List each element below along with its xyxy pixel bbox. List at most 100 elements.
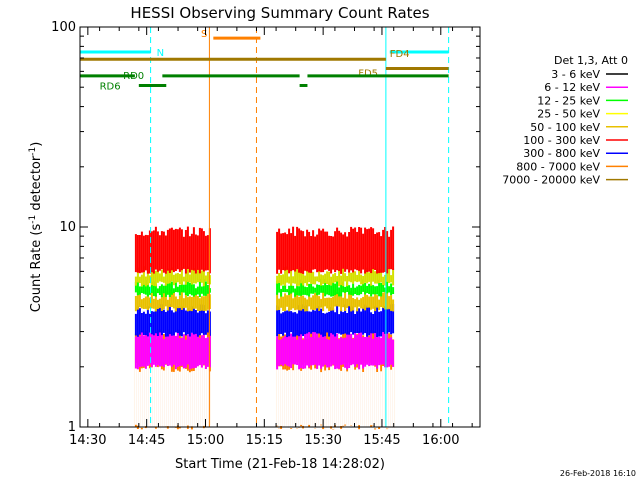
band-1-5 bbox=[284, 285, 287, 293]
band-0-2 bbox=[184, 339, 187, 368]
band-1-3 bbox=[316, 308, 319, 334]
band-1-7 bbox=[358, 227, 361, 271]
band-1-1 bbox=[372, 364, 375, 426]
band-1-3 bbox=[372, 314, 375, 334]
band-1-2 bbox=[354, 330, 357, 367]
band-1-2 bbox=[340, 337, 343, 366]
band-1-7 bbox=[360, 227, 363, 274]
band-0-2 bbox=[186, 334, 189, 365]
band-1-1 bbox=[278, 366, 281, 429]
band-1-5 bbox=[350, 287, 353, 295]
band-0-2 bbox=[176, 329, 179, 367]
band-0-7 bbox=[162, 231, 165, 273]
band-0-5 bbox=[196, 286, 199, 295]
band-0-7 bbox=[136, 235, 139, 273]
band-0-1 bbox=[192, 371, 195, 428]
band-1-6 bbox=[316, 276, 319, 282]
band-1-1 bbox=[360, 364, 363, 429]
band-0-4 bbox=[158, 298, 161, 309]
band-1-7 bbox=[320, 230, 323, 273]
band-0-3 bbox=[174, 307, 177, 333]
band-0-3 bbox=[140, 313, 143, 333]
band-1-7 bbox=[338, 230, 341, 271]
band-0-4 bbox=[136, 289, 139, 310]
legend-label: 12 - 25 keV bbox=[537, 94, 600, 107]
band-1-6 bbox=[370, 269, 373, 286]
band-0-7 bbox=[174, 228, 177, 271]
band-0-6 bbox=[206, 272, 209, 284]
band-1-7 bbox=[390, 229, 393, 270]
band-0-4 bbox=[176, 299, 179, 309]
band-1-2 bbox=[294, 333, 297, 365]
band-0-1 bbox=[188, 372, 191, 429]
band-1-7 bbox=[376, 232, 379, 274]
band-1-1 bbox=[390, 369, 393, 430]
band-0-2 bbox=[172, 332, 175, 365]
band-1-6 bbox=[374, 271, 377, 284]
band-0-2 bbox=[156, 330, 159, 366]
band-0-4 bbox=[206, 291, 209, 310]
band-0-5 bbox=[180, 281, 183, 293]
band-1-5 bbox=[312, 286, 315, 294]
band-0-2 bbox=[148, 332, 151, 365]
band-1-6 bbox=[382, 276, 385, 285]
band-1-6 bbox=[318, 271, 321, 283]
band-1-4 bbox=[322, 290, 325, 312]
band-0-5 bbox=[176, 286, 179, 293]
band-0-7 bbox=[146, 235, 149, 274]
band-1-5 bbox=[298, 286, 301, 296]
x-tick-label: 15:15 bbox=[246, 433, 283, 448]
band-1-6 bbox=[326, 271, 329, 284]
band-1-3 bbox=[334, 312, 337, 337]
band-0-7 bbox=[190, 233, 193, 270]
band-1-2 bbox=[350, 333, 353, 366]
band-0-4 bbox=[200, 296, 203, 311]
band-0-3 bbox=[194, 310, 197, 334]
band-1-4 bbox=[292, 298, 295, 309]
band-1-6 bbox=[324, 273, 327, 284]
band-1-4 bbox=[282, 296, 285, 311]
band-1-4 bbox=[340, 294, 343, 312]
band-1-7 bbox=[348, 232, 351, 273]
band-1-3 bbox=[306, 305, 309, 334]
vertical-markers bbox=[150, 27, 450, 427]
flag-label-n: N bbox=[157, 48, 164, 59]
band-0-5 bbox=[192, 284, 195, 297]
band-1-4 bbox=[344, 291, 347, 311]
legend-label: 3 - 6 keV bbox=[551, 68, 600, 81]
band-1-7 bbox=[342, 234, 345, 269]
band-0-4 bbox=[160, 296, 163, 311]
band-1-3 bbox=[354, 314, 357, 333]
band-1-3 bbox=[392, 304, 395, 334]
band-0-4 bbox=[164, 290, 167, 307]
band-1-4 bbox=[284, 293, 287, 312]
band-1-3 bbox=[340, 310, 343, 335]
band-1-1 bbox=[326, 365, 329, 428]
band-1-1 bbox=[312, 363, 315, 430]
band-1-6 bbox=[350, 272, 353, 283]
band-1-5 bbox=[368, 283, 371, 294]
band-1-5 bbox=[390, 283, 393, 296]
band-0-4 bbox=[188, 296, 191, 311]
band-1-2 bbox=[356, 334, 359, 365]
band-1-6 bbox=[306, 269, 309, 286]
band-0-1 bbox=[168, 363, 171, 429]
band-1-4 bbox=[286, 295, 289, 307]
band-0-1 bbox=[204, 368, 207, 429]
band-1-4 bbox=[296, 290, 299, 310]
band-1-1 bbox=[340, 370, 343, 426]
band-0-7 bbox=[194, 234, 197, 274]
band-1-1 bbox=[316, 368, 319, 429]
band-0-6 bbox=[156, 269, 159, 283]
band-1-3 bbox=[286, 310, 289, 338]
band-0-5 bbox=[194, 288, 197, 296]
band-0-2 bbox=[142, 335, 145, 367]
band-1-4 bbox=[348, 290, 351, 307]
band-0-1 bbox=[156, 367, 159, 427]
band-1-1 bbox=[308, 368, 311, 425]
band-1-7 bbox=[292, 226, 295, 271]
band-0-1 bbox=[170, 371, 173, 429]
band-1-1 bbox=[302, 365, 305, 426]
band-0-4 bbox=[168, 289, 171, 307]
